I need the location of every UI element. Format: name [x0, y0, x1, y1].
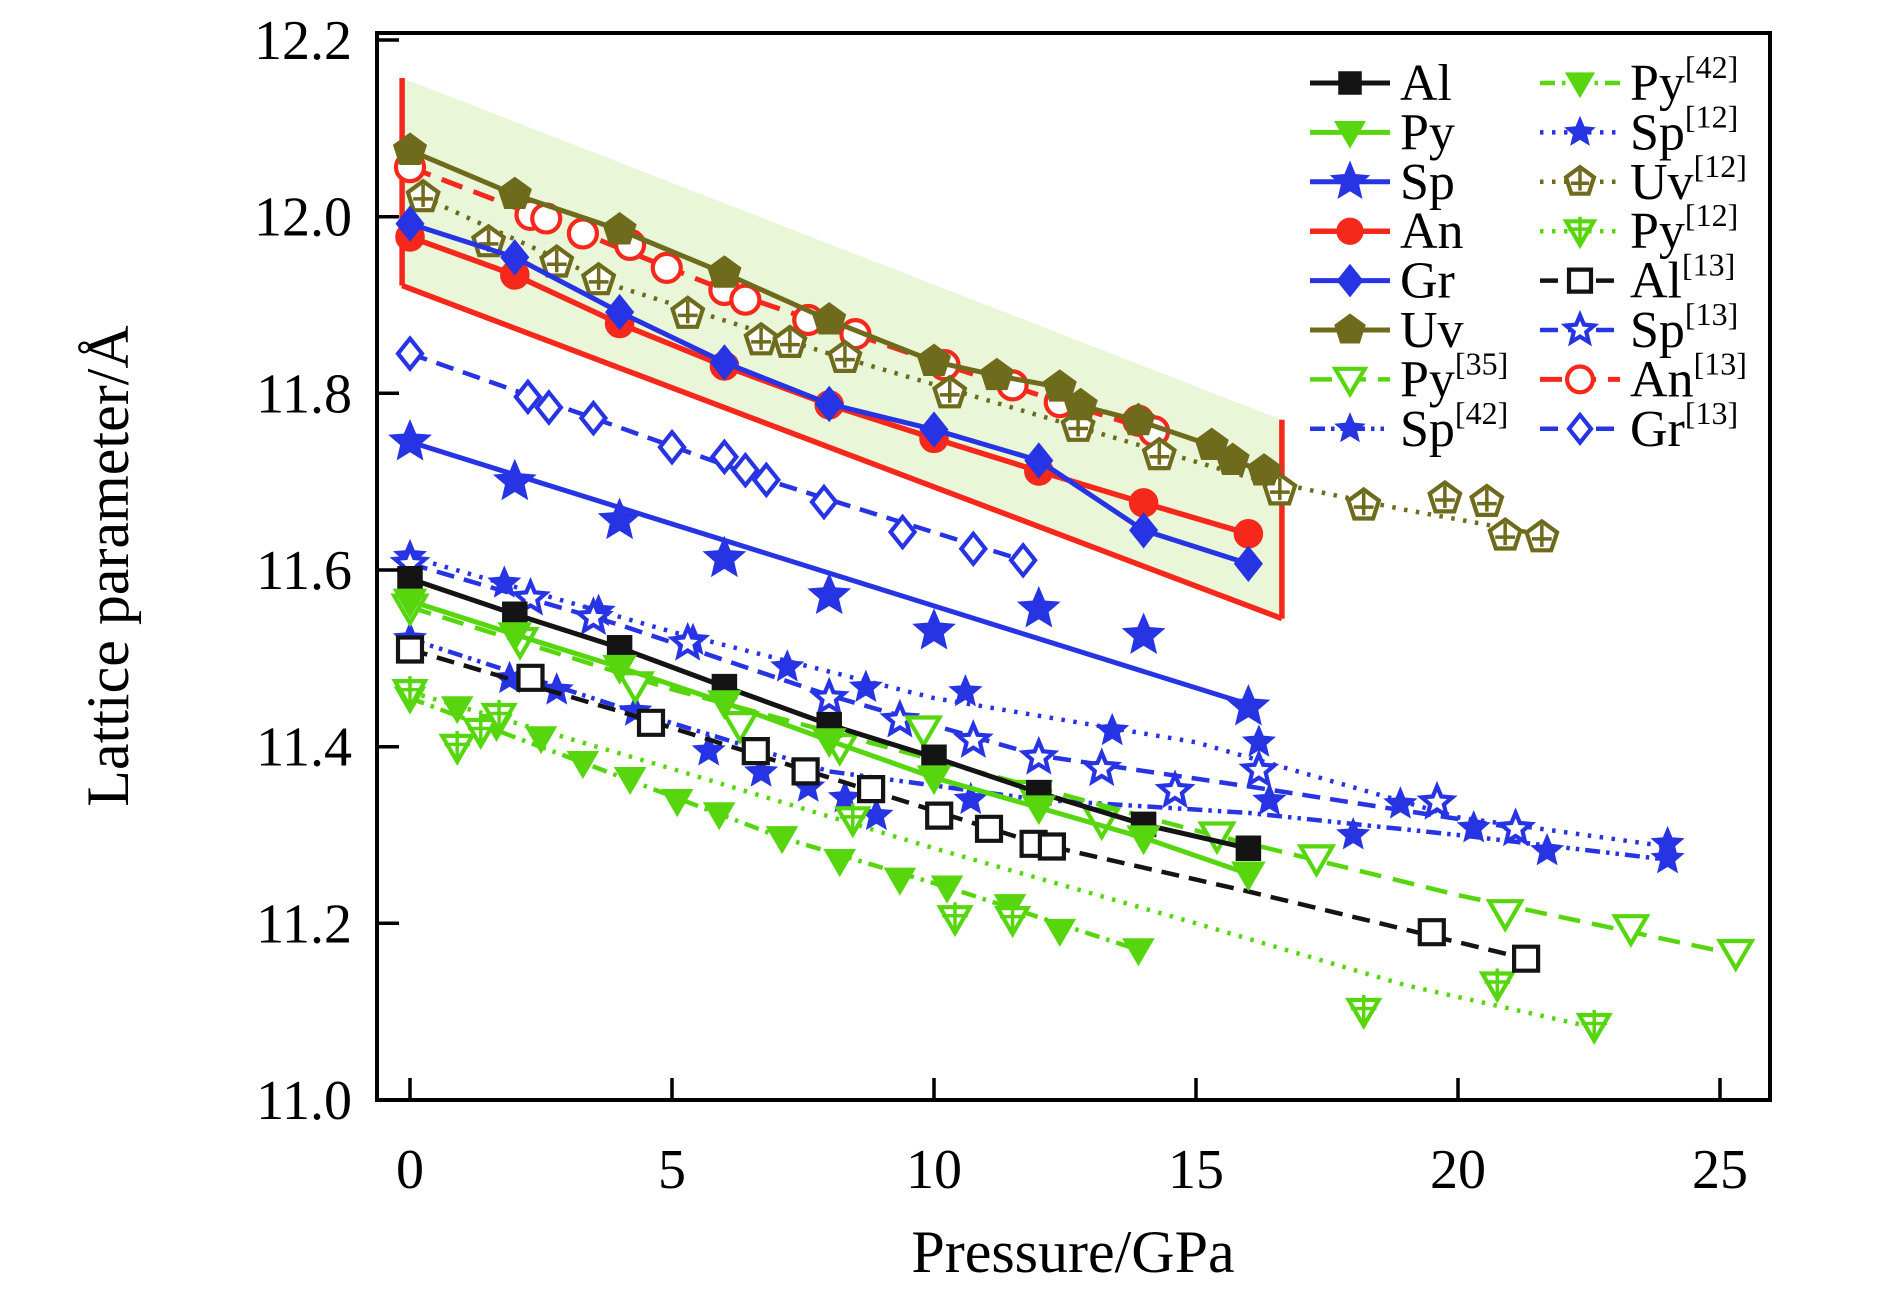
- legend-item-An: An: [1310, 203, 1464, 260]
- series-Al13: [395, 635, 1541, 973]
- series-Py: [392, 588, 1266, 892]
- legend-label: Gr[13]: [1630, 395, 1738, 458]
- x-tick-label: 25: [1692, 1139, 1748, 1201]
- legend-label: Sp[42]: [1400, 395, 1508, 458]
- legend-item-An13: An[13]: [1540, 345, 1747, 408]
- plot-border: [375, 31, 1772, 1102]
- x-tick-label: 10: [906, 1139, 962, 1201]
- series-Sp: [388, 418, 1271, 726]
- x-tick-label: 20: [1430, 1139, 1486, 1201]
- series-Uv12: [405, 178, 1560, 553]
- legend-item-Py: Py: [1310, 104, 1455, 161]
- data-series-layer: [388, 132, 1756, 1045]
- y-tick-label: 11.6: [256, 540, 352, 602]
- series-Gr13: [395, 335, 1038, 579]
- y-tick-label: 12.0: [254, 187, 352, 249]
- legend-label: Py[12]: [1630, 197, 1738, 260]
- axis-ticks: 11.0 11.2 11.4 11.6 11.8 12.0 12.2 0 5 10 15 20 25: [254, 10, 1748, 1201]
- legend-label: An: [1400, 203, 1464, 260]
- legend-label: Py: [1400, 104, 1455, 161]
- legend-item-Sp42: Sp[42]: [1310, 395, 1508, 458]
- legend-label: Sp[13]: [1630, 296, 1738, 359]
- legend-label: Al[13]: [1630, 247, 1735, 310]
- legend-label: Uv: [1400, 302, 1464, 359]
- legend-label: Gr: [1400, 253, 1455, 310]
- legend-label: Py[35]: [1400, 345, 1508, 408]
- legend-item-Al13: Al[13]: [1540, 247, 1735, 310]
- x-axis-title: Pressure/GPa: [911, 1219, 1234, 1285]
- series-Al: [397, 566, 1262, 862]
- y-tick-label: 11.2: [256, 893, 352, 955]
- legend-label: Uv[12]: [1630, 148, 1747, 211]
- legend-item-Gr: Gr: [1310, 253, 1455, 310]
- x-tick-label: 0: [396, 1139, 424, 1201]
- legend-item-Uv: Uv: [1310, 302, 1464, 359]
- series-Uv: [392, 132, 1282, 486]
- legend-item-Gr13: Gr[13]: [1540, 395, 1738, 458]
- y-tick-label: 12.2: [254, 10, 352, 72]
- y-tick-label: 11.4: [256, 717, 352, 779]
- y-axis-title: Lattice parameter/Å: [75, 325, 141, 806]
- y-tick-label: 11.0: [256, 1070, 352, 1132]
- x-tick-label: 15: [1168, 1139, 1224, 1201]
- legend-item-Sp13: Sp[13]: [1540, 296, 1738, 359]
- series-Py42: [393, 686, 1155, 967]
- legend-label: Sp: [1400, 154, 1455, 211]
- legend-item-Py42: Py[42]: [1540, 49, 1738, 112]
- series-Gr: [395, 205, 1263, 583]
- legend-item-Py35: Py[35]: [1310, 345, 1508, 408]
- x-tick-label: 5: [658, 1139, 686, 1201]
- legend-label: An[13]: [1630, 345, 1747, 408]
- legend-label: Sp[12]: [1630, 98, 1738, 161]
- legend-label: Py[42]: [1630, 49, 1738, 112]
- legend-item-Uv12: Uv[12]: [1540, 148, 1747, 211]
- y-tick-label: 11.8: [256, 363, 352, 425]
- legend-item-Al: Al: [1310, 55, 1452, 112]
- legend-item-Py12: Py[12]: [1540, 197, 1738, 260]
- legend-item-Sp12: Sp[12]: [1540, 98, 1738, 161]
- series-Py12: [391, 676, 1613, 1045]
- legend-label: Al: [1400, 55, 1452, 112]
- legend-item-Sp: Sp: [1310, 154, 1455, 211]
